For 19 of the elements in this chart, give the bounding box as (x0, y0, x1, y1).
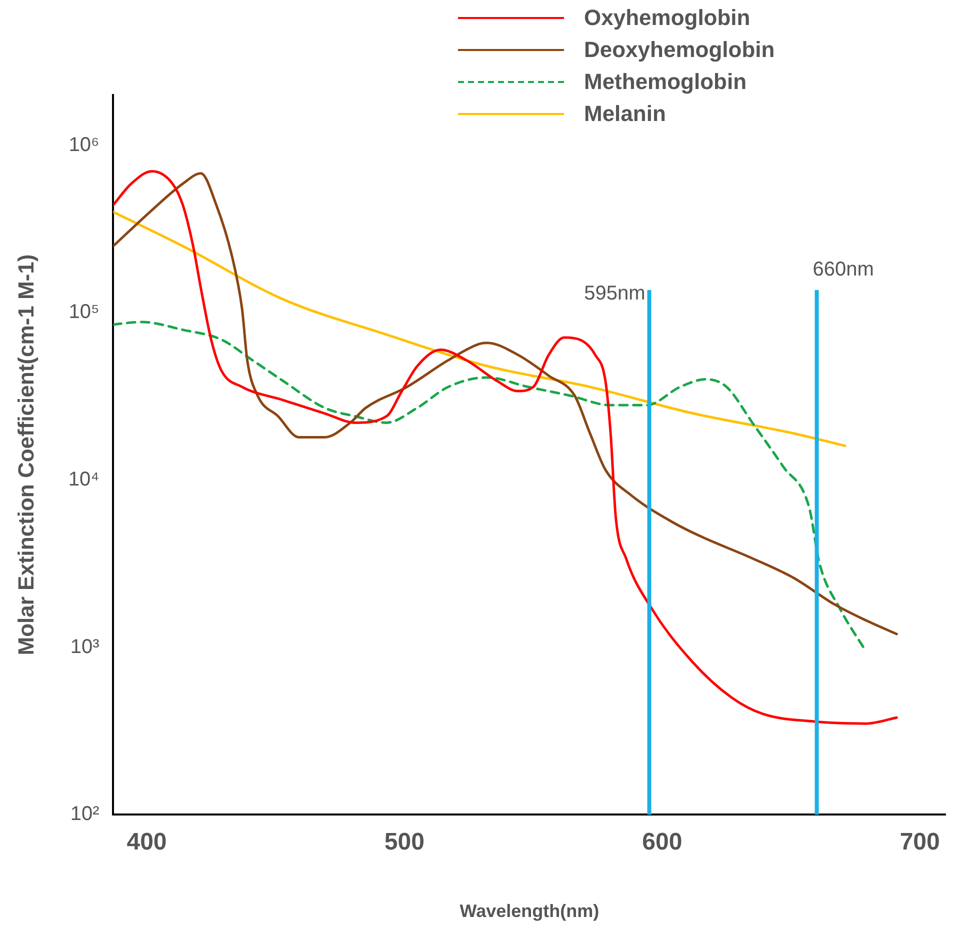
legend-label: Deoxyhemoglobin (584, 36, 775, 62)
legend-label: Oxyhemoglobin (584, 4, 750, 30)
x-tick-label: 400 (126, 828, 167, 856)
x-tick-label: 700 (900, 828, 940, 856)
x-tick-label: 600 (642, 828, 682, 856)
line-series (113, 172, 898, 636)
y-tick-label: 10⁶ (68, 134, 100, 156)
line-series (113, 170, 898, 725)
y-tick-label: 10² (70, 803, 100, 826)
x-tick-label: 500 (384, 828, 424, 856)
y-tick-label: 10³ (70, 636, 100, 658)
y-tick-label: 10⁴ (68, 468, 100, 490)
ref-line-label: 660nm (812, 258, 874, 281)
legend-label: Methemoglobin (584, 68, 747, 94)
ref-line-label: 595nm (584, 282, 646, 305)
legend-label: Melanin (584, 100, 666, 126)
x-axis-title: Wavelength(nm) (460, 901, 600, 922)
y-axis-title: Molar Extinction Coefficient(cm-1 M-1) (13, 254, 38, 656)
y-tick-label: 10⁵ (68, 301, 100, 324)
